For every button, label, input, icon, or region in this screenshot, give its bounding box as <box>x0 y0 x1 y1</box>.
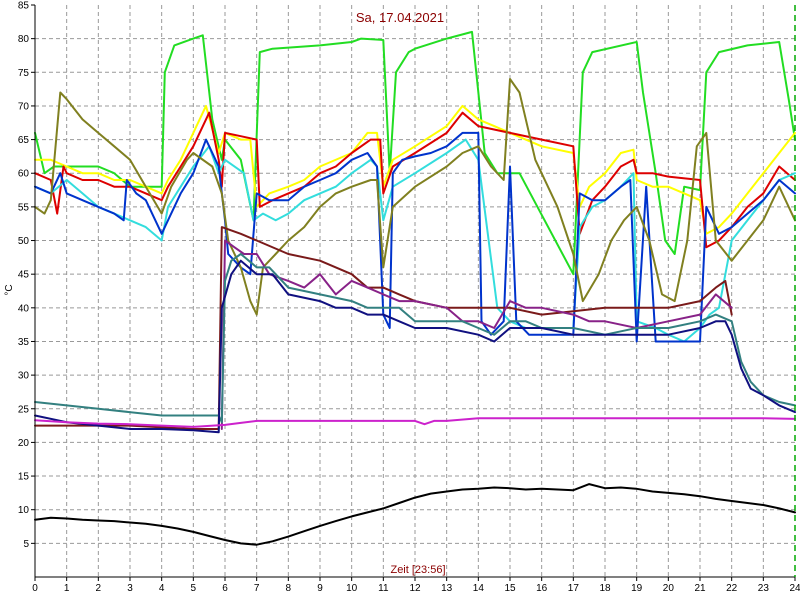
series-line-4 <box>34 138 796 343</box>
x-tick-label: 18 <box>599 583 611 594</box>
x-tick-label: 5 <box>191 583 197 594</box>
grid <box>35 5 795 577</box>
y-tick-label: 65 <box>18 135 30 146</box>
x-tick-label: 13 <box>441 583 453 594</box>
y-tick-label: 80 <box>18 34 30 45</box>
y-tick-label: 20 <box>18 438 30 449</box>
x-tick-label: 15 <box>504 583 516 594</box>
y-tick-label: 10 <box>18 505 30 516</box>
series-line-1 <box>34 30 796 276</box>
series-line-7 <box>34 226 733 430</box>
x-tick-label: 1 <box>64 583 70 594</box>
x-tick-label: 8 <box>286 583 292 594</box>
y-tick-label: 25 <box>18 404 30 415</box>
y-tick-label: 35 <box>18 337 30 348</box>
x-tick-label: 12 <box>409 583 421 594</box>
x-tick-label: 14 <box>473 583 485 594</box>
y-tick-label: 55 <box>18 202 30 213</box>
x-tick-label: 9 <box>317 583 323 594</box>
x-tick-label: 24 <box>789 583 800 594</box>
y-tick-label: 45 <box>18 270 30 281</box>
x-tick-label: 22 <box>726 583 738 594</box>
chart-title: Sa, 17.04.2021 <box>356 10 444 25</box>
y-tick-label: 85 <box>18 1 30 12</box>
x-tick-label: 11 <box>378 583 389 594</box>
series-line-8 <box>220 239 733 430</box>
series-line-10 <box>34 259 796 434</box>
x-tick-label: 7 <box>254 583 260 594</box>
series-line-12 <box>34 483 796 546</box>
x-tick-label: 20 <box>663 583 675 594</box>
series-line-6 <box>34 78 796 316</box>
series-line-11 <box>34 417 796 428</box>
y-tick-label: 30 <box>18 371 30 382</box>
x-tick-label: 17 <box>568 583 580 594</box>
y-axis-label: °C <box>4 284 15 295</box>
x-tick-label: 4 <box>159 583 165 594</box>
y-tick-label: 75 <box>18 68 30 79</box>
y-tick-label: 50 <box>18 236 30 247</box>
x-tick-label: 23 <box>758 583 770 594</box>
x-tick-label: 2 <box>96 583 102 594</box>
x-tick-label: 16 <box>536 583 548 594</box>
x-axis-label: Zeit [23:56] <box>390 564 445 576</box>
y-tick-label: 60 <box>18 169 30 180</box>
y-axis-ticks: 5 10 15 20 25 30 35 40 45 50 55 60 65 70 75 80 85 <box>18 1 35 550</box>
x-tick-label: 19 <box>631 583 643 594</box>
series-line-3 <box>34 111 796 249</box>
series-lines <box>34 30 796 546</box>
y-tick-label: 15 <box>18 472 30 483</box>
x-tick-label: 21 <box>694 583 706 594</box>
series-line-2 <box>34 104 796 235</box>
x-tick-label: 6 <box>222 583 228 594</box>
x-tick-label: 3 <box>127 583 133 594</box>
y-tick-label: 40 <box>18 303 30 314</box>
y-tick-label: 5 <box>23 539 29 550</box>
series-line-9 <box>34 253 796 424</box>
x-axis-ticks: 0 1 2 3 4 5 6 7 8 9 10 11 12 13 14 15 16 17 18 19 20 21 22 23 24 <box>32 577 800 594</box>
x-tick-label: 10 <box>346 583 358 594</box>
y-tick-label: 70 <box>18 101 30 112</box>
x-tick-label: 0 <box>32 583 38 594</box>
